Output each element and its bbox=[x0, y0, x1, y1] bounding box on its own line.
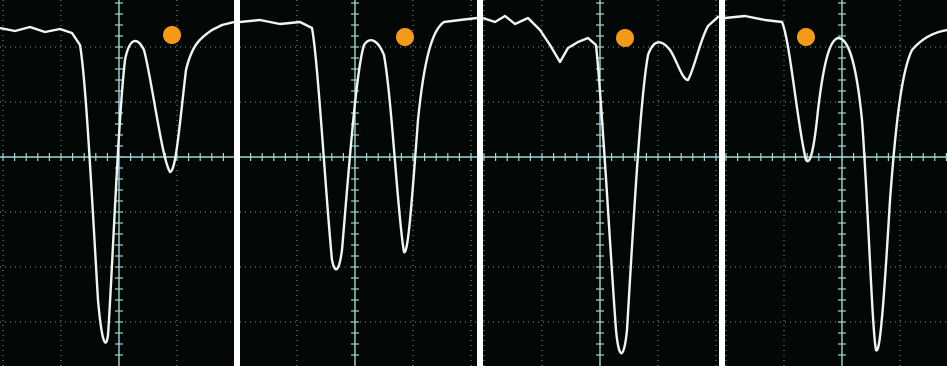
marker-dot bbox=[797, 28, 815, 46]
body: (() => { const data = JSON.parse(documen… bbox=[0, 0, 947, 366]
page: {} html, body { margin: 0; padding: 0; b… bbox=[0, 0, 947, 366]
scope-strip bbox=[0, 0, 947, 366]
marker-dot bbox=[396, 28, 414, 46]
marker-dot bbox=[616, 29, 634, 47]
scope-panel bbox=[483, 0, 719, 366]
scope-panel bbox=[240, 0, 477, 366]
scope-panel bbox=[725, 0, 947, 366]
screen bbox=[725, 0, 947, 366]
panels bbox=[0, 0, 947, 366]
marker-dot bbox=[163, 26, 181, 44]
